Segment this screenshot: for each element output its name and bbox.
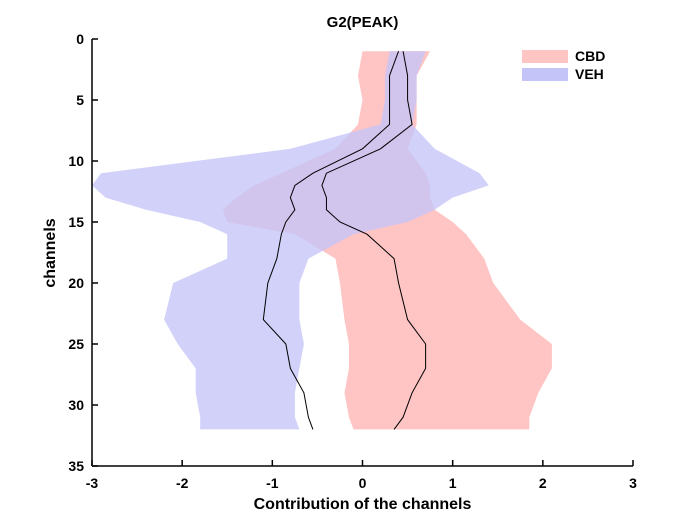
x-axis-label: Contribution of the channels: [253, 496, 472, 513]
legend-swatch-veh: [522, 68, 568, 81]
x-tick-label: 3: [629, 475, 637, 491]
x-tick-label: -2: [176, 475, 189, 491]
mean-lines: [262, 51, 427, 430]
y-tick-label: 5: [76, 92, 84, 108]
mean-line-cbd: [262, 51, 400, 430]
y-tick-label: 0: [76, 31, 84, 47]
x-tick-label: 1: [449, 475, 457, 491]
chart-title: G2(PEAK): [326, 14, 399, 31]
x-tick-label: -3: [86, 475, 99, 491]
x-tick-label: 0: [359, 475, 367, 491]
legend-swatch-cbd: [522, 50, 568, 63]
legend-label-veh: VEH: [575, 66, 604, 82]
y-tick-label: 35: [68, 458, 84, 474]
mean-line-veh: [321, 51, 427, 430]
y-axis-label: channels: [42, 218, 59, 288]
confidence-bands: [92, 51, 552, 430]
x-tick-label: 2: [539, 475, 547, 491]
legend: CBD VEH: [522, 48, 605, 82]
y-tick-label: 20: [68, 275, 84, 291]
y-tick-label: 10: [68, 153, 84, 169]
band-veh: [92, 51, 489, 430]
y-tick-label: 30: [68, 397, 84, 413]
band-cbd: [222, 51, 552, 430]
y-tick-label: 25: [68, 336, 84, 352]
y-tick-label: 15: [68, 214, 84, 230]
legend-label-cbd: CBD: [575, 48, 605, 64]
x-tick-label: -1: [266, 475, 279, 491]
